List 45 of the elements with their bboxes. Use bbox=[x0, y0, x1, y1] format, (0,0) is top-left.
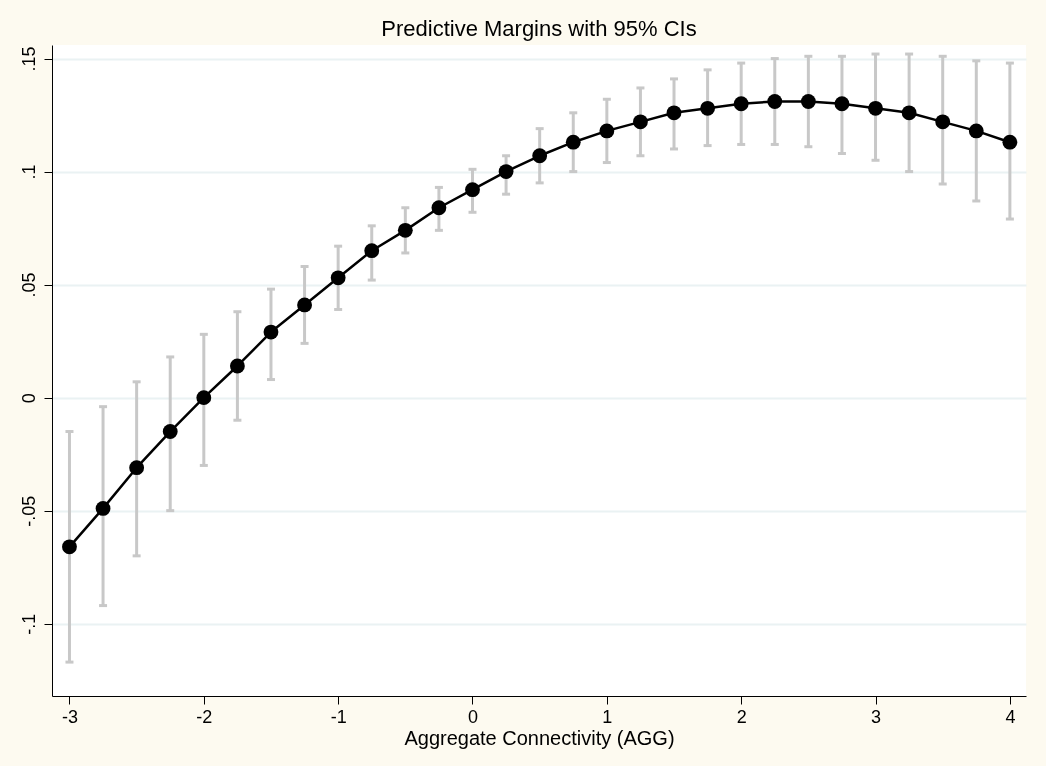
y-tick-label: 0 bbox=[18, 393, 39, 404]
point bbox=[834, 96, 850, 112]
point bbox=[162, 424, 178, 439]
point bbox=[968, 123, 984, 139]
point bbox=[229, 358, 245, 374]
point bbox=[666, 105, 682, 121]
point bbox=[800, 94, 816, 109]
point bbox=[868, 100, 883, 116]
point bbox=[62, 539, 77, 555]
point bbox=[700, 100, 716, 116]
point bbox=[297, 297, 312, 313]
point bbox=[599, 123, 615, 139]
x-tick-label: -3 bbox=[61, 706, 78, 727]
chart-title: Predictive Margins with 95% CIs bbox=[381, 16, 697, 41]
point bbox=[330, 270, 346, 286]
point bbox=[565, 134, 581, 150]
y-tick-label: .1 bbox=[18, 164, 39, 180]
point bbox=[129, 460, 145, 476]
x-tick-label: -2 bbox=[196, 706, 213, 727]
point bbox=[532, 148, 548, 164]
x-tick-label: -1 bbox=[330, 706, 347, 727]
point bbox=[465, 182, 480, 198]
x-tick-label: 4 bbox=[1005, 706, 1016, 727]
point bbox=[901, 105, 917, 121]
point bbox=[95, 500, 111, 516]
point bbox=[364, 243, 380, 259]
point bbox=[1002, 134, 1018, 150]
x-tick-label: 1 bbox=[602, 706, 613, 727]
point bbox=[935, 114, 951, 130]
point bbox=[397, 222, 413, 238]
point bbox=[498, 164, 514, 179]
point bbox=[733, 96, 749, 112]
point bbox=[767, 94, 783, 109]
y-tick-label: -.05 bbox=[18, 495, 39, 527]
point bbox=[196, 390, 212, 406]
point bbox=[431, 200, 447, 216]
x-tick-label: 0 bbox=[467, 706, 479, 727]
y-tick-label: .15 bbox=[18, 46, 39, 72]
point bbox=[263, 324, 279, 340]
point bbox=[633, 114, 648, 130]
x-tick-label: 3 bbox=[871, 706, 882, 727]
y-tick-label: -.1 bbox=[18, 613, 39, 635]
y-tick-label: .05 bbox=[18, 272, 39, 298]
x-tick-label: 2 bbox=[736, 706, 747, 727]
x-axis-title: Aggregate Connectivity (AGG) bbox=[404, 726, 675, 749]
